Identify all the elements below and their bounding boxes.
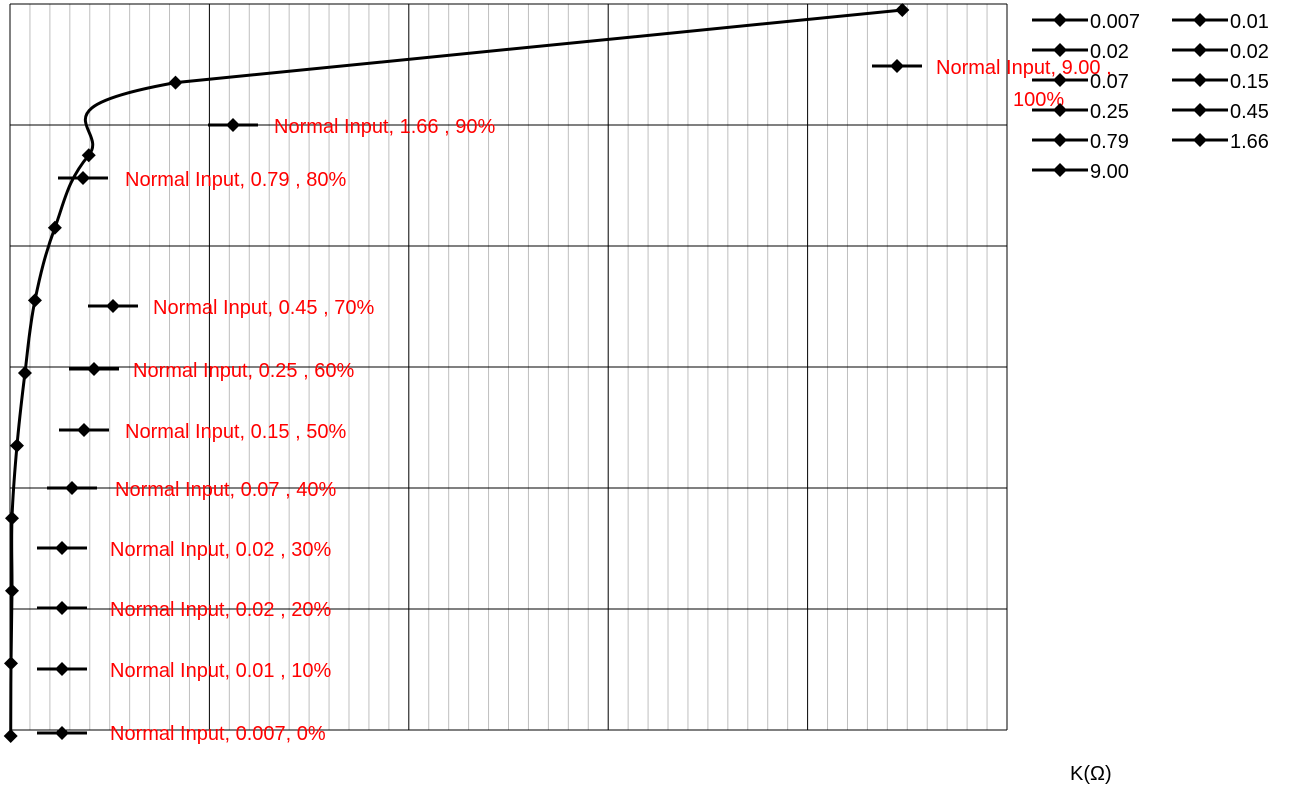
data-point-8: [81, 148, 96, 163]
legend-item: 0.02: [1172, 41, 1269, 63]
data-label-10: Normal Input, 9.00 ,: [872, 57, 1112, 79]
data-label-4: Normal Input, 0.07 , 40%: [47, 479, 336, 501]
data-point-3: [4, 511, 19, 526]
legend-label: 0.01: [1230, 11, 1269, 33]
data-label-marker: [106, 299, 120, 313]
data-point-9: [168, 75, 183, 90]
data-label-marker: [76, 171, 90, 185]
data-label-text: Normal Input, 0.02 , 20%: [110, 599, 331, 621]
legend-item: 0.07: [1032, 71, 1129, 93]
legend-label: 0.15: [1230, 71, 1269, 93]
legend-marker: [1053, 73, 1067, 87]
legend-label: 0.007: [1090, 11, 1140, 33]
data-label-text: Normal Input, 0.25 , 60%: [133, 360, 354, 382]
data-label-text: Normal Input, 0.02 , 30%: [110, 539, 331, 561]
data-label-marker: [87, 362, 101, 376]
data-label-8: Normal Input, 0.79 , 80%: [58, 169, 346, 191]
data-label-marker: [55, 662, 69, 676]
legend-marker: [1193, 133, 1207, 147]
legend-marker: [1053, 133, 1067, 147]
legend-marker: [1053, 163, 1067, 177]
legend: 0.007 0.01 0.02 0.02 0.07 0.15 0.25 0.45 0.79 1.6…: [1032, 11, 1269, 183]
legend-label: 9.00: [1090, 161, 1129, 183]
legend-marker: [1193, 73, 1207, 87]
data-point-5: [17, 366, 32, 380]
legend-item: 0.79: [1032, 131, 1129, 153]
data-label-marker: [55, 726, 69, 740]
legend-label: 1.66: [1230, 131, 1269, 153]
data-label-marker: [77, 423, 91, 437]
legend-marker: [1193, 103, 1207, 117]
legend-item: 0.15: [1172, 71, 1269, 93]
data-label-text: Normal Input, 9.00 ,: [936, 57, 1112, 79]
data-label-text: Normal Input, 0.45 , 70%: [153, 297, 374, 319]
data-label-marker: [55, 601, 69, 615]
data-label-1: Normal Input, 0.01 , 10%: [37, 660, 331, 682]
data-label-text: Normal Input, 0.07 , 40%: [115, 479, 336, 501]
data-label-6: Normal Input, 0.25 , 60%: [69, 360, 354, 382]
data-point-1: [3, 656, 18, 671]
legend-item: 1.66: [1172, 131, 1269, 153]
data-label-5: Normal Input, 0.15 , 50%: [59, 421, 346, 443]
data-label-marker: [226, 118, 240, 132]
data-label-marker: [55, 541, 69, 555]
data-label-0: Normal Input, 0.007, 0%: [37, 723, 326, 745]
data-point-2: [4, 583, 19, 598]
data-point-4: [9, 438, 24, 453]
legend-item: 0.45: [1172, 101, 1269, 123]
legend-item: 0.02: [1032, 41, 1129, 63]
legend-item: 0.01: [1172, 11, 1269, 33]
legend-label: 0.45: [1230, 101, 1269, 123]
data-label-9: Normal Input, 1.66 , 90%: [208, 116, 495, 138]
data-label-7: Normal Input, 0.45 , 70%: [88, 297, 374, 319]
data-label-text: Normal Input, 0.15 , 50%: [125, 421, 346, 443]
data-label-2: Normal Input, 0.02 , 20%: [37, 599, 331, 621]
data-labels: Normal Input, 0.007, 0% Normal Input, 0.0…: [37, 57, 1112, 745]
data-label-3: Normal Input, 0.02 , 30%: [37, 539, 331, 561]
data-label-text-100pct: 100%: [1013, 89, 1064, 111]
legend-marker: [1053, 13, 1067, 27]
data-label-marker: [65, 481, 79, 495]
legend-label: 0.07: [1090, 71, 1129, 93]
legend-label: 0.02: [1230, 41, 1269, 63]
data-point-7: [47, 220, 62, 235]
data-label-marker: [890, 59, 904, 73]
data-point-0: [3, 729, 18, 743]
data-label-text: Normal Input, 1.66 , 90%: [274, 116, 495, 138]
legend-label: 0.79: [1090, 131, 1129, 153]
legend-item: 0.007: [1032, 11, 1140, 33]
legend-marker: [1193, 13, 1207, 27]
legend-item: 0.25: [1032, 101, 1129, 123]
legend-item: 9.00: [1032, 161, 1129, 183]
data-label-text: Normal Input, 0.007, 0%: [110, 723, 326, 745]
data-label-text: Normal Input, 0.01 , 10%: [110, 660, 331, 682]
legend-marker: [1053, 103, 1067, 117]
legend-marker: [1053, 43, 1067, 57]
data-label-text: Normal Input, 0.79 , 80%: [125, 169, 346, 191]
data-point-6: [27, 293, 42, 308]
data-point-10: [895, 3, 910, 17]
x-axis-label: K(Ω): [1070, 763, 1112, 785]
legend-marker: [1193, 43, 1207, 57]
curve: [3, 3, 910, 743]
legend-label: 0.02: [1090, 41, 1129, 63]
legend-label: 0.25: [1090, 101, 1129, 123]
